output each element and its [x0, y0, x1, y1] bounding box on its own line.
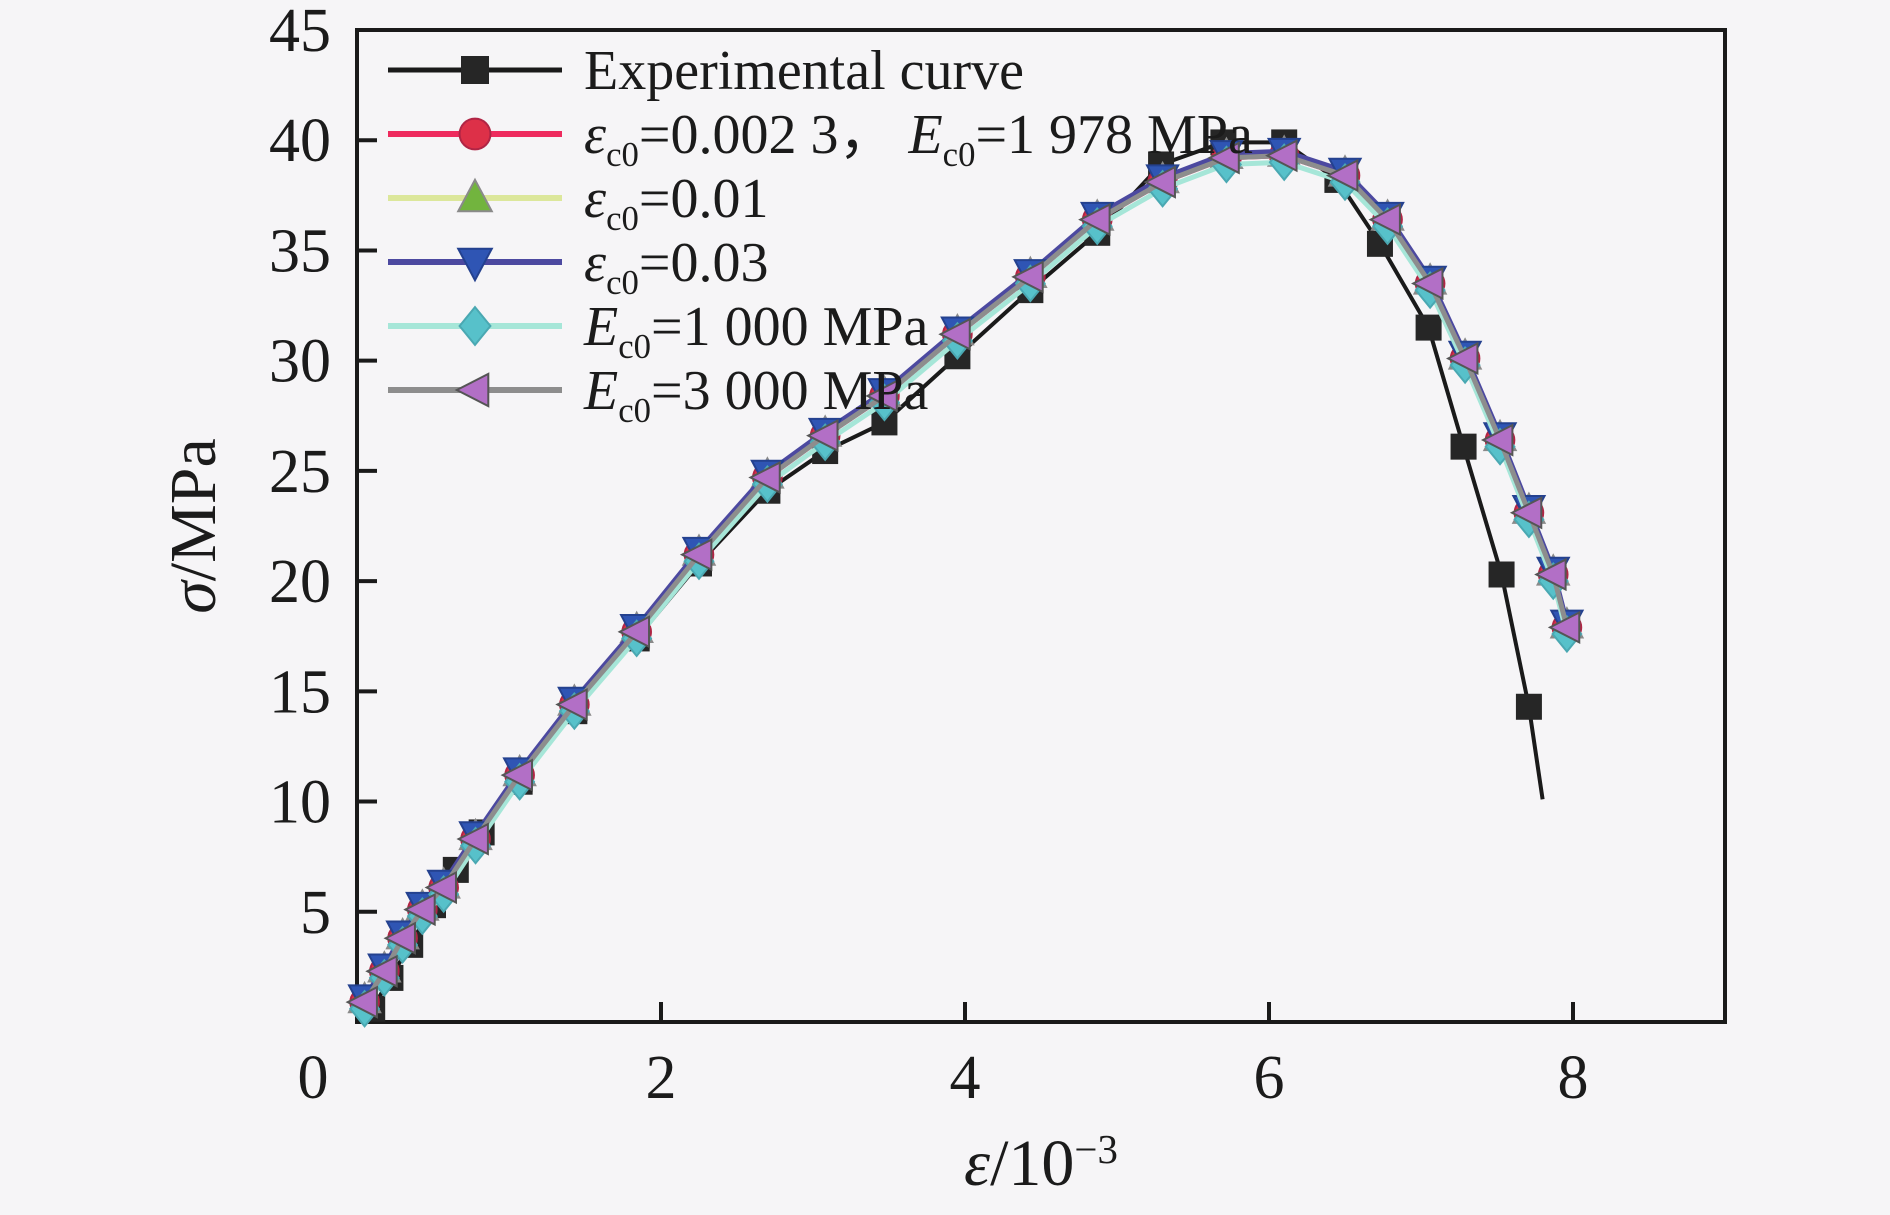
y-tick-label: 5 [300, 879, 331, 947]
series-model-E3000-marker [555, 687, 588, 722]
series-model-E3000-marker [1078, 202, 1111, 237]
series-model-E3000-marker [1325, 158, 1359, 193]
series-model-E3000-marker [345, 985, 378, 1019]
legend-item-model-eps003: εc0=0.03 [388, 232, 768, 302]
series-model-E3000-marker [1011, 260, 1044, 294]
x-tick-label: 6 [1254, 1044, 1285, 1112]
legend-item-model-E1000: Ec0=1 000 MPa [388, 296, 929, 366]
series-model-E3000-marker [1143, 165, 1176, 199]
series-experimental-marker [1515, 693, 1542, 720]
series-model-E3000-marker [865, 379, 898, 413]
series-model-E3000-marker [748, 460, 781, 495]
y-tick-label: 30 [269, 328, 331, 396]
series-model-E3000-marker [365, 954, 398, 988]
y-tick-label: 10 [269, 769, 331, 837]
series-model-E3000 [345, 139, 1581, 1019]
series-model-eps003-line [362, 148, 1570, 1000]
y-tick-label: 35 [269, 217, 331, 285]
legend-label-model-eps0023: εc0=0.002 3， Ec0=1 978 MPa [584, 104, 1253, 174]
series-model-E3000-marker [617, 615, 651, 649]
series-model-E3000-marker [1445, 341, 1479, 376]
legend-marker-model-eps003 [456, 247, 494, 283]
x-tick-label: 2 [646, 1044, 677, 1112]
series-model-eps0023-line [362, 153, 1570, 1004]
series-model-E3000-marker [1207, 141, 1240, 175]
series-model-E1000 [349, 143, 1583, 1028]
y-tick-label: 45 [269, 0, 331, 65]
series-model-eps001-line [362, 150, 1570, 1002]
series-model-E3000-marker [424, 870, 457, 905]
y-axis-title: σ/MPa [157, 438, 230, 614]
legend-item-model-eps001: εc0=0.01 [388, 168, 768, 238]
series-model-E3000-marker [403, 892, 436, 927]
series-model-E3000-marker [1368, 202, 1401, 237]
y-tick-label: 15 [269, 658, 331, 726]
y-tick-label: 25 [269, 438, 331, 506]
series-model-E3000-marker [938, 317, 971, 351]
plot-frame [355, 28, 1727, 1024]
legend-item-model-E3000: Ec0=3 000 MPa [388, 360, 929, 430]
legend-label-experimental: Experimental curve [584, 40, 1024, 102]
series-model-E3000-marker [1547, 610, 1581, 644]
series-model-E3000-marker [383, 921, 416, 955]
series-experimental-marker [1415, 314, 1442, 341]
legend-marker-experimental [461, 56, 489, 84]
series-model-E3000-marker [1480, 423, 1514, 457]
y-tick-label: 40 [269, 107, 331, 175]
series-model-E3000-marker [500, 758, 533, 792]
series-experimental-marker [1450, 433, 1477, 460]
plot-border [355, 28, 1727, 1024]
legend-item-model-eps0023: εc0=0.002 3， Ec0=1 978 MPa [388, 104, 1253, 174]
x-axis: 2 4 6 8 0 ε/10−3 [298, 1002, 1589, 1200]
y-tick-label: 20 [269, 548, 331, 616]
legend-label-model-E1000: Ec0=1 000 MPa [583, 296, 929, 366]
series-model-E3000-marker [456, 822, 489, 856]
x-tick-label: 4 [950, 1044, 981, 1112]
series-model-E3000-marker [1411, 266, 1444, 301]
series-model-E3000-marker [1509, 496, 1543, 530]
origin-tick-label: 0 [298, 1044, 329, 1112]
legend-label-model-E3000: Ec0=3 000 MPa [583, 360, 929, 430]
legend-item-experimental: Experimental curve [388, 40, 1024, 102]
series-model-eps001 [347, 134, 1585, 1014]
legend-label-model-eps001: εc0=0.01 [584, 168, 768, 238]
legend-marker-model-eps0023 [458, 117, 492, 151]
series-model-E3000-line [362, 153, 1570, 1004]
legend-marker-model-E3000 [454, 372, 490, 408]
legend-marker-model-eps001 [456, 177, 494, 213]
series-model-E1000-line [362, 159, 1570, 1011]
x-tick-label: 8 [1558, 1044, 1589, 1112]
series-model-E3000-marker [1534, 557, 1567, 592]
x-axis-title: ε/10−3 [964, 1127, 1118, 1200]
legend-marker-model-E1000 [458, 305, 492, 347]
series-model-E3000-marker [1265, 139, 1298, 173]
series-experimental-line [370, 140, 1545, 1010]
legend-label-model-eps003: εc0=0.03 [584, 232, 768, 302]
series-experimental-marker [1488, 561, 1515, 588]
y-axis: 5 10 15 20 25 30 35 40 45 σ/MPa [157, 0, 377, 947]
series-model-E3000-marker [679, 538, 713, 572]
series-model-E3000-marker [806, 419, 839, 453]
